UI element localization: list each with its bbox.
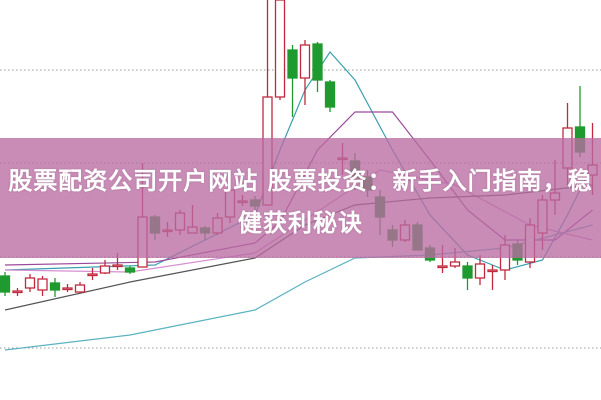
candle-body	[87, 273, 98, 277]
candle-body	[49, 282, 61, 291]
candle-body	[112, 264, 123, 268]
candle-body	[462, 265, 473, 279]
candle-body	[74, 284, 86, 293]
candle-body	[299, 44, 311, 79]
candle-body	[12, 290, 23, 294]
candle-body	[312, 43, 323, 81]
candle-body	[287, 49, 298, 79]
candle-body	[62, 287, 73, 291]
candle-body	[37, 278, 48, 291]
candle-body	[24, 277, 36, 289]
candle-body	[487, 269, 498, 273]
candle-body	[124, 267, 136, 273]
candle-body	[0, 275, 11, 293]
page-title: 股票配资公司开户网站 股票投资：新手入门指南，稳健获利秘诀	[8, 167, 593, 237]
candle-body	[274, 0, 286, 98]
candle-body	[99, 265, 111, 274]
title-banner	[0, 138, 601, 258]
candle-body	[449, 261, 461, 267]
candle-body	[437, 265, 448, 269]
candle-body	[324, 81, 336, 108]
candle-body	[474, 263, 486, 279]
